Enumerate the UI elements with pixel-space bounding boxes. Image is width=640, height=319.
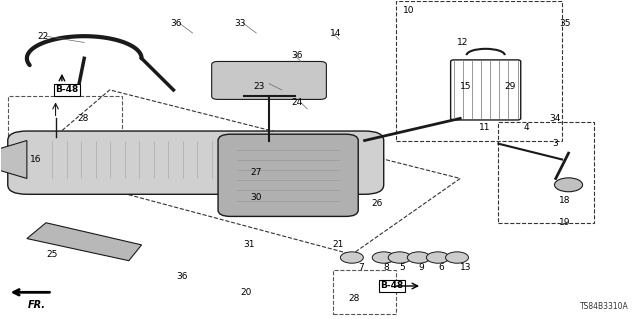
Text: 5: 5 (399, 263, 405, 271)
Text: 26: 26 (371, 199, 382, 208)
Text: 15: 15 (460, 82, 472, 91)
Text: 7: 7 (358, 263, 364, 271)
Text: 18: 18 (559, 196, 570, 205)
Text: B-48: B-48 (381, 281, 404, 291)
Text: 16: 16 (30, 155, 42, 164)
FancyBboxPatch shape (212, 62, 326, 100)
Text: 3: 3 (552, 139, 558, 148)
Text: TS84B3310A: TS84B3310A (580, 302, 629, 311)
Text: 28: 28 (349, 294, 360, 303)
Text: 10: 10 (403, 6, 414, 15)
Text: 25: 25 (46, 250, 58, 259)
Text: 24: 24 (291, 98, 303, 107)
Text: 34: 34 (549, 114, 561, 123)
Text: 36: 36 (291, 51, 303, 60)
Text: 36: 36 (170, 19, 182, 28)
Circle shape (340, 252, 364, 263)
Text: 36: 36 (177, 272, 188, 281)
Polygon shape (0, 141, 27, 178)
Text: 8: 8 (384, 263, 390, 271)
Text: FR.: FR. (28, 300, 45, 310)
Text: 11: 11 (479, 123, 491, 132)
Text: 6: 6 (438, 263, 444, 271)
Text: 20: 20 (241, 288, 252, 297)
Circle shape (445, 252, 468, 263)
Circle shape (388, 252, 411, 263)
Text: 27: 27 (250, 168, 261, 177)
Polygon shape (27, 223, 141, 261)
Text: 22: 22 (38, 32, 49, 41)
Circle shape (372, 252, 395, 263)
Text: 30: 30 (250, 193, 261, 202)
FancyBboxPatch shape (8, 131, 384, 194)
Text: 13: 13 (460, 263, 472, 271)
Circle shape (426, 252, 449, 263)
FancyBboxPatch shape (218, 134, 358, 216)
Text: 28: 28 (78, 114, 89, 123)
Text: 12: 12 (457, 38, 468, 47)
Text: 14: 14 (330, 28, 341, 38)
Text: B-48: B-48 (56, 85, 79, 94)
Text: 31: 31 (244, 241, 255, 249)
Text: 9: 9 (419, 263, 424, 271)
Text: 21: 21 (333, 241, 344, 249)
Text: 35: 35 (559, 19, 570, 28)
Circle shape (407, 252, 430, 263)
Circle shape (554, 178, 582, 192)
Text: 23: 23 (253, 82, 264, 91)
Text: 33: 33 (234, 19, 246, 28)
Text: 19: 19 (559, 218, 570, 227)
Text: 4: 4 (524, 123, 529, 132)
Text: 29: 29 (505, 82, 516, 91)
